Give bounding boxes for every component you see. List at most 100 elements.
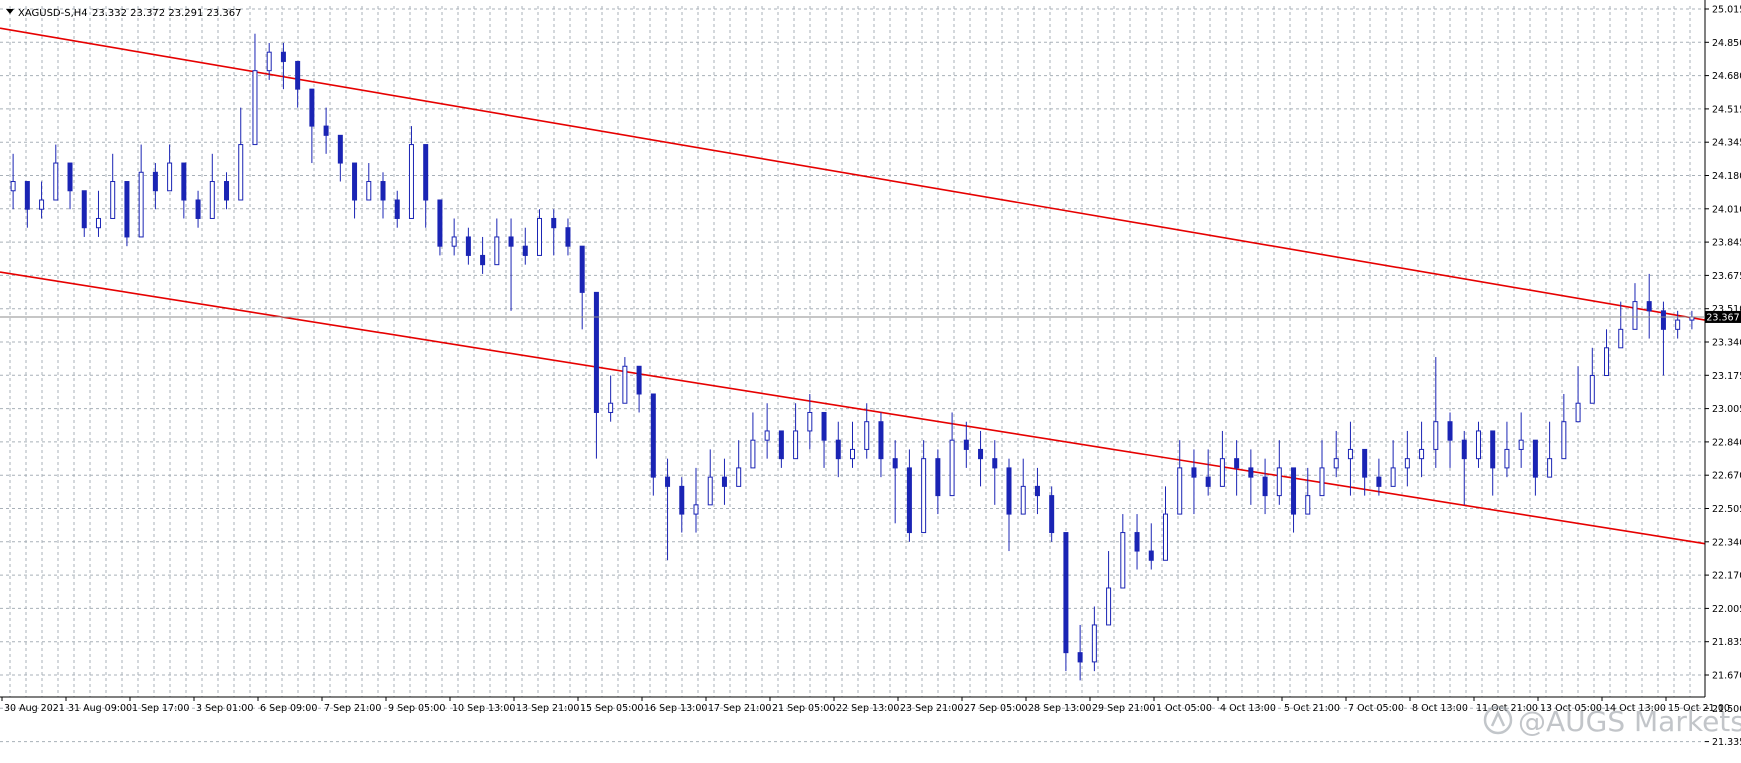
candle-bear — [1248, 467, 1254, 478]
candle-bear — [480, 254, 486, 266]
current-price-label: 23.367 — [1706, 312, 1739, 323]
time-tick-label: 8 Oct 13:00 — [1412, 703, 1468, 714]
candle-bull — [366, 181, 372, 201]
candle-bear — [1148, 550, 1154, 561]
candle-bear — [280, 51, 286, 62]
candle-bull — [1162, 513, 1168, 561]
candle-bull — [608, 402, 614, 413]
time-tick-label: 21 Sep 05:00 — [772, 703, 835, 714]
candle-bull — [1547, 458, 1553, 478]
candle-bear — [1077, 652, 1083, 663]
time-tick-label: 4 Oct 13:00 — [1220, 703, 1276, 714]
candle-bear — [892, 458, 898, 469]
candle-bear — [224, 181, 230, 201]
time-tick-label: 6 Sep 09:00 — [260, 703, 317, 714]
candle-bull — [1561, 421, 1567, 460]
candle-bull — [266, 51, 272, 72]
candle-bull — [53, 162, 59, 201]
candle-bull — [1319, 467, 1325, 497]
candle-bull — [1675, 319, 1681, 330]
candle-bull — [1575, 402, 1581, 423]
price-tick-label: 24.680 — [1712, 71, 1741, 82]
candle-bear — [423, 144, 429, 201]
candle-bull — [1618, 328, 1624, 349]
candle-bull — [1404, 458, 1410, 469]
candle-bear — [124, 181, 130, 238]
candle-bull — [1604, 347, 1610, 377]
candle-bull — [1177, 467, 1183, 515]
candle-bear — [1006, 467, 1012, 515]
candle-bear — [1262, 476, 1268, 497]
candle-bear — [992, 458, 998, 469]
candle-bear — [522, 245, 528, 256]
candle-bull — [1120, 532, 1126, 589]
candle-bear — [1532, 439, 1538, 478]
price-tick-label: 23.340 — [1712, 338, 1741, 349]
candle-bull — [736, 467, 742, 487]
time-tick-label: 22 Sep 13:00 — [836, 703, 899, 714]
candle-bull — [693, 504, 699, 515]
candle-bear — [465, 236, 471, 256]
price-tick-label: 25.015 — [1712, 5, 1741, 16]
candle-bear — [1376, 476, 1382, 487]
candle-bear — [1134, 532, 1140, 552]
price-tick-label: 23.845 — [1712, 238, 1741, 249]
candle-bear — [551, 217, 557, 229]
candle-bull — [807, 411, 813, 432]
candle-bull — [921, 458, 927, 534]
price-tick-label: 21.500 — [1712, 704, 1741, 715]
candle-bull — [1091, 624, 1097, 663]
candle-bear — [650, 393, 656, 478]
candle-bear — [636, 365, 642, 395]
candle-bull — [110, 181, 116, 219]
trendline[interactable] — [0, 27, 1706, 321]
time-axis[interactable]: 30 Aug 2021 31 Aug 09:00 1 Sep 17:00 3 Sep … — [1, 697, 1730, 714]
candle-bear — [1447, 421, 1453, 441]
candle-bull — [1333, 458, 1339, 469]
candle-bull — [1433, 421, 1439, 450]
time-tick-label: 17 Sep 21:00 — [708, 703, 771, 714]
candle-bear — [295, 60, 301, 90]
candle-bull — [864, 421, 870, 450]
price-tick-label: 22.170 — [1712, 571, 1741, 582]
candle-bear — [24, 181, 30, 210]
time-tick-label: 1 Oct 05:00 — [1156, 703, 1212, 714]
candle-bull — [1276, 467, 1282, 497]
candle-bear — [181, 162, 187, 201]
candle-bull — [10, 181, 16, 192]
price-tick-label: 21.670 — [1712, 671, 1741, 682]
candle-bull — [537, 217, 543, 256]
candle-bear — [778, 430, 784, 460]
time-tick-label: 15 Oct 21:00 — [1668, 703, 1730, 714]
candle-bear — [878, 421, 884, 460]
chart-grid — [0, 6, 1705, 743]
time-tick-label: 14 Oct 13:00 — [1604, 703, 1666, 714]
candle-bull — [451, 236, 457, 247]
candle-bear — [394, 199, 400, 219]
price-tick-label: 22.005 — [1712, 604, 1741, 615]
current-price-line: 23.367 — [0, 310, 1741, 323]
chart-header[interactable]: XAGUSD-S,H4 23.332 23.372 23.291 23.367 — [6, 8, 242, 19]
candle-bear — [978, 448, 984, 460]
price-axis[interactable]: 25.015 24.850 24.680 24.515 24.345 24.180 24.0… — [1705, 5, 1741, 749]
candle-bear — [821, 411, 827, 441]
price-tick-label: 24.515 — [1712, 104, 1741, 115]
trendline[interactable] — [0, 271, 1706, 545]
time-tick-label: 1 Sep 17:00 — [132, 703, 189, 714]
candle-bull — [167, 162, 173, 192]
candle-bear — [380, 181, 386, 201]
candle-bear — [437, 199, 443, 247]
watermark-text: @AUGS Markets — [1518, 705, 1741, 738]
candlestick-series — [10, 33, 1695, 681]
candle-bear — [963, 439, 969, 450]
triangle-down-icon[interactable] — [6, 9, 14, 14]
candle-bull — [209, 181, 215, 219]
candle-bear — [352, 162, 358, 201]
candle-bear — [1461, 439, 1467, 460]
price-tick-label: 24.180 — [1712, 171, 1741, 182]
price-tick-label: 24.345 — [1712, 138, 1741, 149]
candle-bear — [1205, 476, 1211, 487]
time-tick-label: 23 Sep 21:00 — [900, 703, 963, 714]
